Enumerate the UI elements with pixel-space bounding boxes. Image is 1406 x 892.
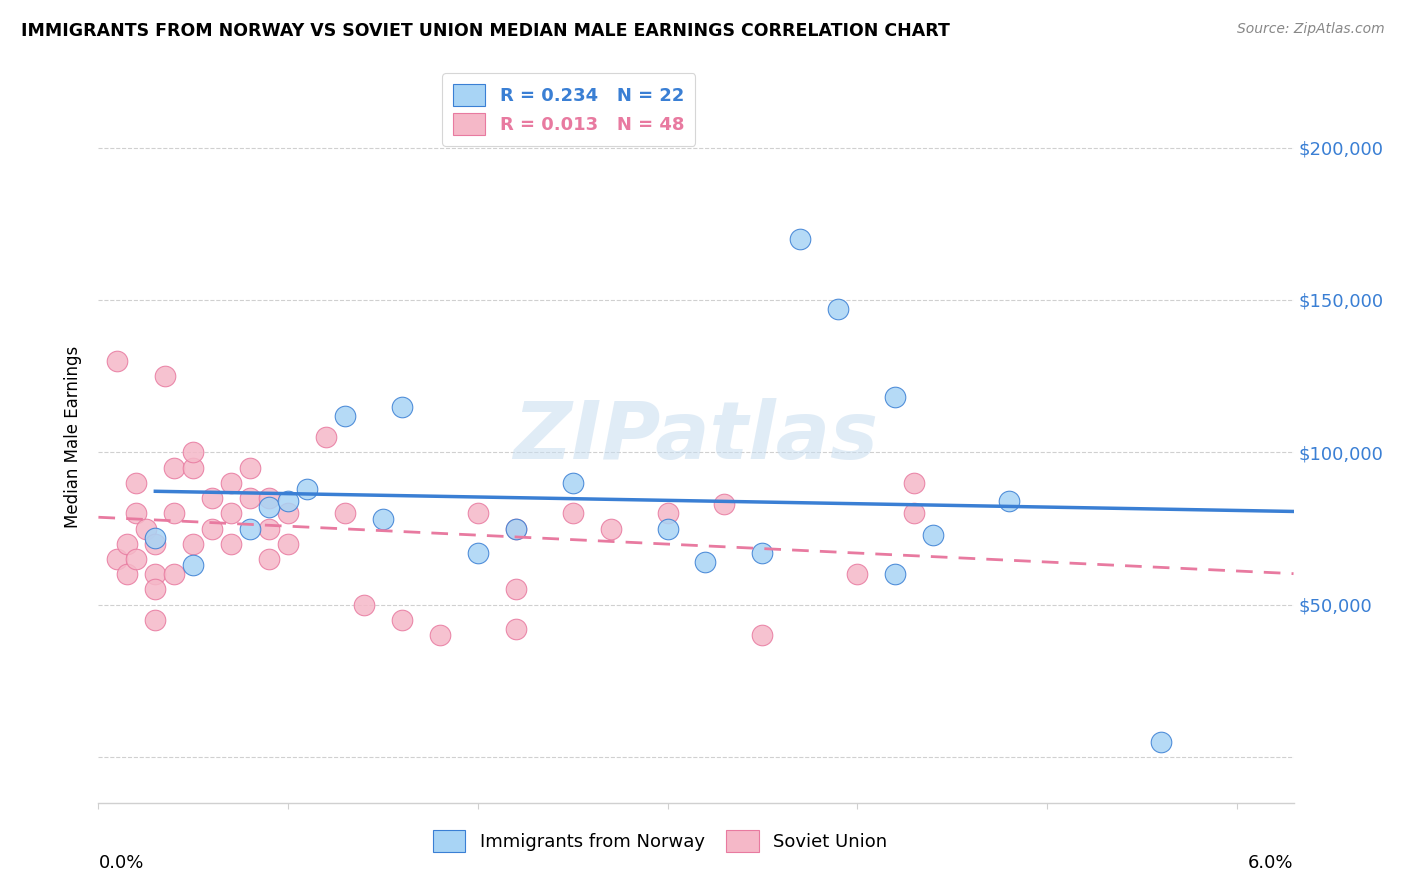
- Point: [163, 460, 186, 475]
- Point: [143, 531, 166, 545]
- Point: [143, 537, 166, 551]
- Point: [201, 521, 224, 535]
- Point: [201, 491, 224, 505]
- Point: [105, 552, 128, 566]
- Text: IMMIGRANTS FROM NORWAY VS SOVIET UNION MEDIAN MALE EARNINGS CORRELATION CHART: IMMIGRANTS FROM NORWAY VS SOVIET UNION M…: [21, 22, 950, 40]
- Point: [239, 460, 262, 475]
- Point: [657, 521, 679, 535]
- Point: [219, 506, 242, 520]
- Text: Source: ZipAtlas.com: Source: ZipAtlas.com: [1237, 22, 1385, 37]
- Point: [295, 482, 318, 496]
- Point: [903, 475, 925, 490]
- Text: ZIPatlas: ZIPatlas: [513, 398, 879, 476]
- Point: [181, 460, 204, 475]
- Point: [277, 494, 299, 508]
- Point: [827, 301, 849, 317]
- Point: [922, 527, 945, 541]
- Point: [115, 567, 138, 582]
- Point: [353, 598, 375, 612]
- Point: [505, 582, 527, 597]
- Point: [467, 506, 489, 520]
- Point: [219, 537, 242, 551]
- Point: [277, 506, 299, 520]
- Point: [505, 521, 527, 535]
- Point: [125, 475, 148, 490]
- Point: [257, 500, 280, 515]
- Point: [239, 491, 262, 505]
- Point: [277, 537, 299, 551]
- Point: [239, 521, 262, 535]
- Point: [143, 567, 166, 582]
- Point: [998, 494, 1021, 508]
- Point: [391, 400, 413, 414]
- Point: [467, 546, 489, 560]
- Point: [219, 475, 242, 490]
- Point: [181, 537, 204, 551]
- Point: [429, 628, 451, 642]
- Point: [125, 552, 148, 566]
- Point: [561, 475, 583, 490]
- Text: 6.0%: 6.0%: [1249, 854, 1294, 872]
- Point: [333, 409, 356, 423]
- Point: [903, 506, 925, 520]
- Legend: Immigrants from Norway, Soviet Union: Immigrants from Norway, Soviet Union: [426, 823, 894, 860]
- Point: [181, 558, 204, 573]
- Y-axis label: Median Male Earnings: Median Male Earnings: [65, 346, 83, 528]
- Point: [695, 555, 717, 569]
- Point: [257, 552, 280, 566]
- Point: [105, 354, 128, 368]
- Point: [371, 512, 394, 526]
- Point: [789, 232, 811, 246]
- Point: [884, 567, 907, 582]
- Point: [181, 445, 204, 459]
- Point: [257, 521, 280, 535]
- Point: [115, 537, 138, 551]
- Point: [884, 391, 907, 405]
- Point: [505, 622, 527, 636]
- Point: [143, 613, 166, 627]
- Point: [143, 582, 166, 597]
- Point: [846, 567, 869, 582]
- Point: [125, 506, 148, 520]
- Text: 0.0%: 0.0%: [98, 854, 143, 872]
- Point: [1150, 735, 1173, 749]
- Point: [391, 613, 413, 627]
- Point: [599, 521, 621, 535]
- Point: [257, 491, 280, 505]
- Point: [163, 567, 186, 582]
- Point: [505, 521, 527, 535]
- Point: [751, 628, 773, 642]
- Point: [657, 506, 679, 520]
- Point: [333, 506, 356, 520]
- Point: [713, 497, 735, 511]
- Point: [315, 430, 337, 444]
- Point: [135, 521, 157, 535]
- Point: [751, 546, 773, 560]
- Point: [163, 506, 186, 520]
- Point: [153, 369, 176, 384]
- Point: [561, 506, 583, 520]
